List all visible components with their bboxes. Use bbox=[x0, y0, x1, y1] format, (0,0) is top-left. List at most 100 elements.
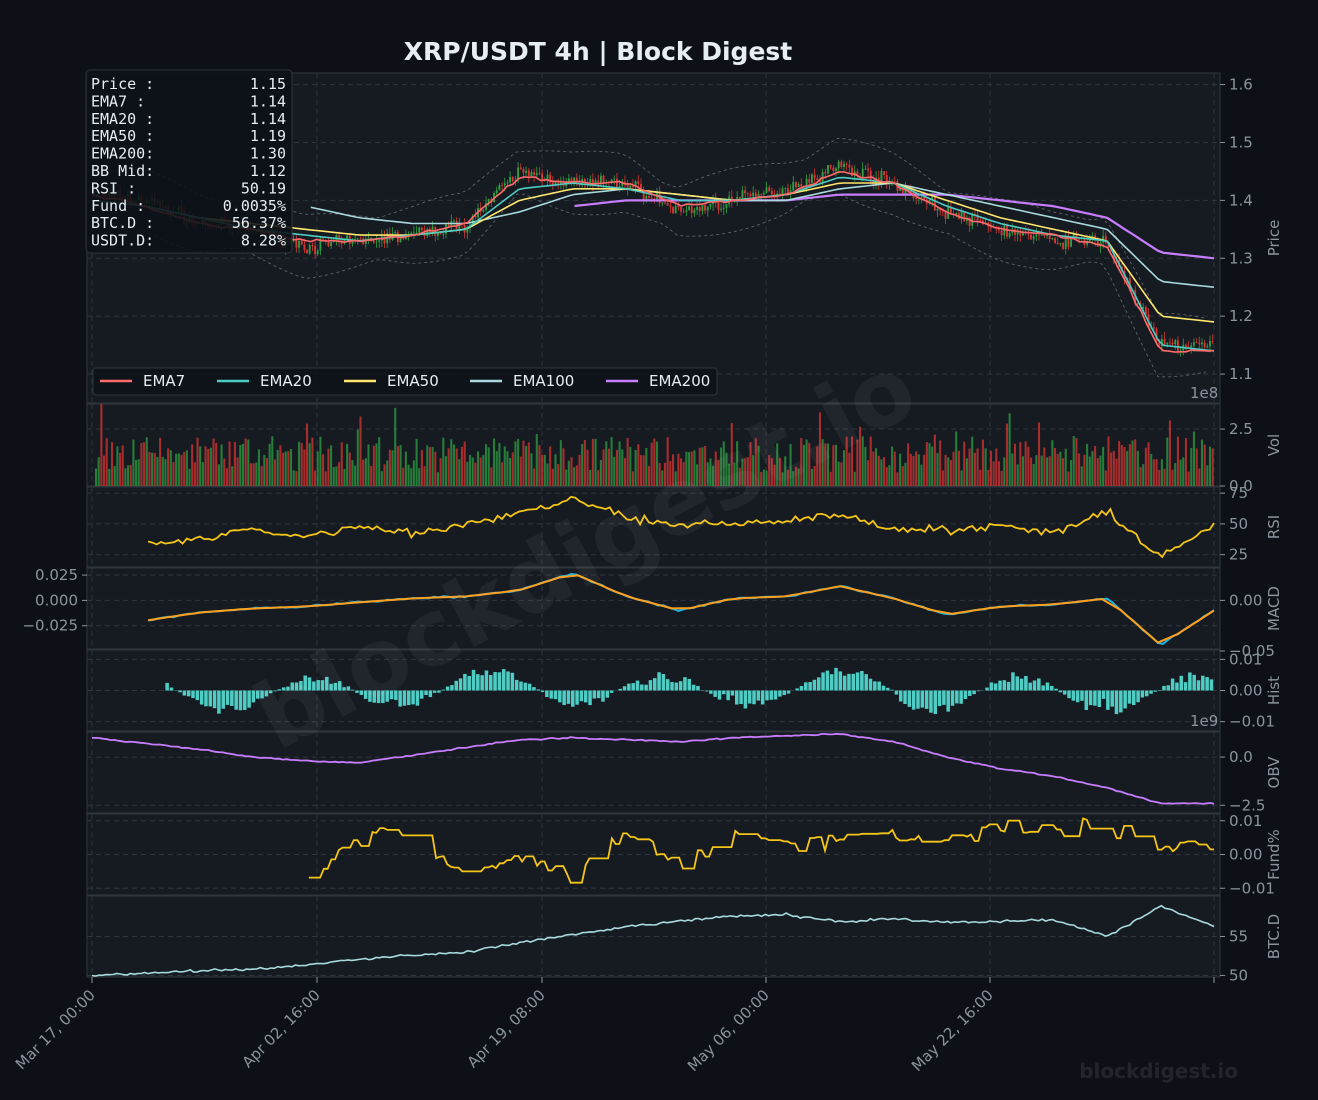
hist-bar bbox=[666, 679, 670, 690]
info-label-4: EMA200: bbox=[91, 145, 154, 163]
volume-bar bbox=[106, 438, 108, 486]
volume-bar bbox=[111, 442, 113, 486]
hist-bar bbox=[1089, 691, 1093, 706]
candle-body bbox=[696, 207, 698, 210]
legend-label-ema200: EMA200 bbox=[649, 372, 710, 390]
volume-bar bbox=[955, 431, 957, 486]
candle-body bbox=[693, 210, 695, 214]
candle-body bbox=[1212, 341, 1214, 342]
hist-bar bbox=[921, 691, 925, 708]
ytick-label-price-5: 1.6 bbox=[1229, 76, 1253, 94]
volume-bar bbox=[546, 463, 548, 486]
volume-bar bbox=[269, 444, 271, 486]
candle-body bbox=[723, 208, 725, 209]
hist-bar bbox=[178, 691, 182, 693]
volume-bar bbox=[538, 445, 540, 486]
candle-body bbox=[651, 198, 653, 199]
volume-bar bbox=[1172, 470, 1174, 486]
candle-body bbox=[338, 235, 340, 241]
candle-body bbox=[421, 228, 423, 230]
candle-body bbox=[677, 206, 679, 207]
hist-bar bbox=[1041, 685, 1045, 690]
volume-bar bbox=[1164, 469, 1166, 486]
hist-bar bbox=[606, 691, 610, 698]
hist-bar bbox=[1145, 691, 1149, 697]
volume-bar bbox=[1019, 442, 1021, 486]
volume-bar bbox=[904, 463, 906, 486]
candle-body bbox=[360, 238, 362, 239]
hist-bar bbox=[536, 689, 540, 690]
volume-bar bbox=[931, 447, 933, 486]
volume-bar bbox=[148, 452, 150, 486]
candle-body bbox=[894, 181, 896, 182]
volume-bar bbox=[1070, 460, 1072, 486]
volume-bar bbox=[357, 430, 359, 486]
candle-body bbox=[482, 210, 484, 212]
candle-body bbox=[619, 186, 621, 187]
hist-bar bbox=[886, 688, 890, 691]
volume-bar bbox=[934, 435, 936, 486]
hist-bar bbox=[1188, 672, 1192, 690]
volume-bar bbox=[894, 452, 896, 486]
hist-bar bbox=[191, 691, 195, 699]
volume-bar bbox=[375, 443, 377, 486]
volume-bar bbox=[589, 470, 591, 486]
candle-body bbox=[784, 188, 786, 189]
candle-body bbox=[1038, 235, 1040, 236]
volume-bar bbox=[410, 468, 412, 486]
volume-bar bbox=[517, 439, 519, 486]
hist-bar bbox=[938, 691, 942, 707]
candle-body bbox=[824, 172, 826, 173]
hist-bar bbox=[804, 682, 808, 690]
candle-body bbox=[1204, 343, 1206, 348]
volume-bar bbox=[936, 453, 938, 486]
candle-body bbox=[376, 242, 378, 243]
volume-bar bbox=[902, 466, 904, 486]
volume-bar bbox=[1062, 458, 1064, 486]
volume-bar bbox=[1067, 471, 1069, 486]
candle-body bbox=[523, 169, 525, 173]
volume-bar bbox=[314, 471, 316, 486]
volume-bar bbox=[253, 463, 255, 486]
volume-bar bbox=[146, 437, 148, 486]
ytick-label-hist-1: 0.00 bbox=[1229, 682, 1262, 700]
volume-bar bbox=[573, 467, 575, 486]
ylabel-obv: OBV bbox=[1265, 756, 1283, 789]
volume-bar bbox=[1137, 451, 1139, 486]
candle-body bbox=[1177, 340, 1179, 350]
volume-bar bbox=[490, 467, 492, 486]
candle-body bbox=[453, 221, 455, 222]
volume-bar bbox=[301, 443, 303, 486]
ytick-label-macd-left-1: 0.000 bbox=[35, 591, 78, 609]
volume-bar bbox=[100, 404, 102, 486]
candle-body bbox=[680, 207, 682, 211]
chart-title: XRP/USDT 4h | Block Digest bbox=[404, 37, 793, 66]
candle-body bbox=[934, 196, 936, 210]
volume-bar bbox=[993, 461, 995, 486]
hist-bar bbox=[916, 691, 920, 709]
volume-bar bbox=[1190, 448, 1192, 486]
volume-bar bbox=[1089, 457, 1091, 486]
volume-bar bbox=[1017, 464, 1019, 486]
candle-body bbox=[1035, 235, 1037, 237]
volume-bar bbox=[587, 450, 589, 486]
volume-bar bbox=[1078, 453, 1080, 486]
candle-body bbox=[1097, 240, 1099, 246]
volume-bar bbox=[432, 447, 434, 486]
hist-bar bbox=[588, 691, 592, 706]
volume-bar bbox=[501, 462, 503, 486]
candle-body bbox=[675, 206, 677, 214]
candle-body bbox=[1070, 239, 1072, 247]
ytick-label-macd-right-0: 0.00 bbox=[1229, 591, 1262, 609]
hist-bar bbox=[1210, 679, 1214, 690]
hist-bar bbox=[1119, 691, 1123, 713]
hist-bar bbox=[196, 691, 200, 701]
candle-body bbox=[1209, 341, 1211, 346]
price-offset-text: 1e8 bbox=[1190, 384, 1218, 402]
ytick-label-rsi-1: 50 bbox=[1229, 515, 1248, 533]
volume-bar bbox=[143, 442, 145, 486]
volume-bar bbox=[440, 458, 442, 486]
volume-bar bbox=[1054, 448, 1056, 486]
info-value-4: 1.30 bbox=[250, 145, 286, 163]
